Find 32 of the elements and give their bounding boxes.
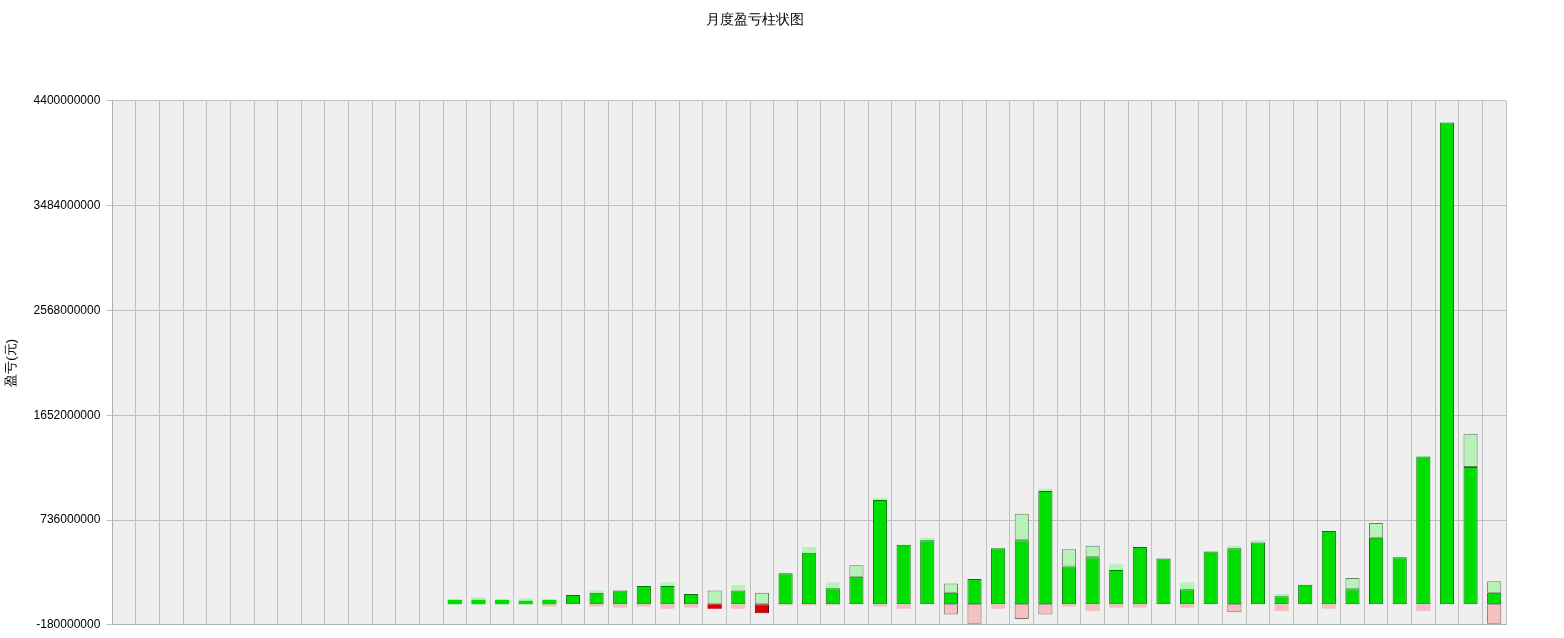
y-tick-label: -180000000: [36, 617, 101, 632]
y-tick-label: 1652000000: [33, 407, 101, 422]
bar: [1132, 604, 1147, 608]
y-tick-label: 4400000000: [33, 93, 101, 108]
bar: [1274, 604, 1289, 612]
bar: [471, 599, 486, 605]
bar: [731, 604, 746, 609]
y-tick-label: 736000000: [40, 512, 101, 527]
bar: [660, 582, 675, 586]
bar: [518, 598, 533, 601]
bar: [825, 582, 840, 589]
bar: [1180, 604, 1195, 608]
bar: [1085, 604, 1100, 612]
y-tick-label: 2568000000: [33, 302, 101, 317]
bar: [896, 604, 911, 609]
chart-title: 月度盈亏柱状图: [706, 11, 804, 28]
bar: [1321, 604, 1336, 609]
bar: [1416, 604, 1431, 612]
bar: [589, 604, 604, 607]
y-axis-title: 盈亏(元): [3, 338, 19, 387]
bar: [707, 604, 722, 609]
bar: [613, 604, 628, 608]
bar: [1109, 564, 1124, 570]
bar: [991, 604, 1006, 609]
bar: [1109, 604, 1124, 608]
bar: [683, 604, 699, 608]
bar: [471, 597, 486, 600]
y-tick-label: 3484000000: [33, 197, 101, 212]
bar: [1180, 582, 1195, 590]
bar: [660, 604, 675, 609]
bar: [802, 547, 817, 553]
bar: [589, 590, 604, 593]
